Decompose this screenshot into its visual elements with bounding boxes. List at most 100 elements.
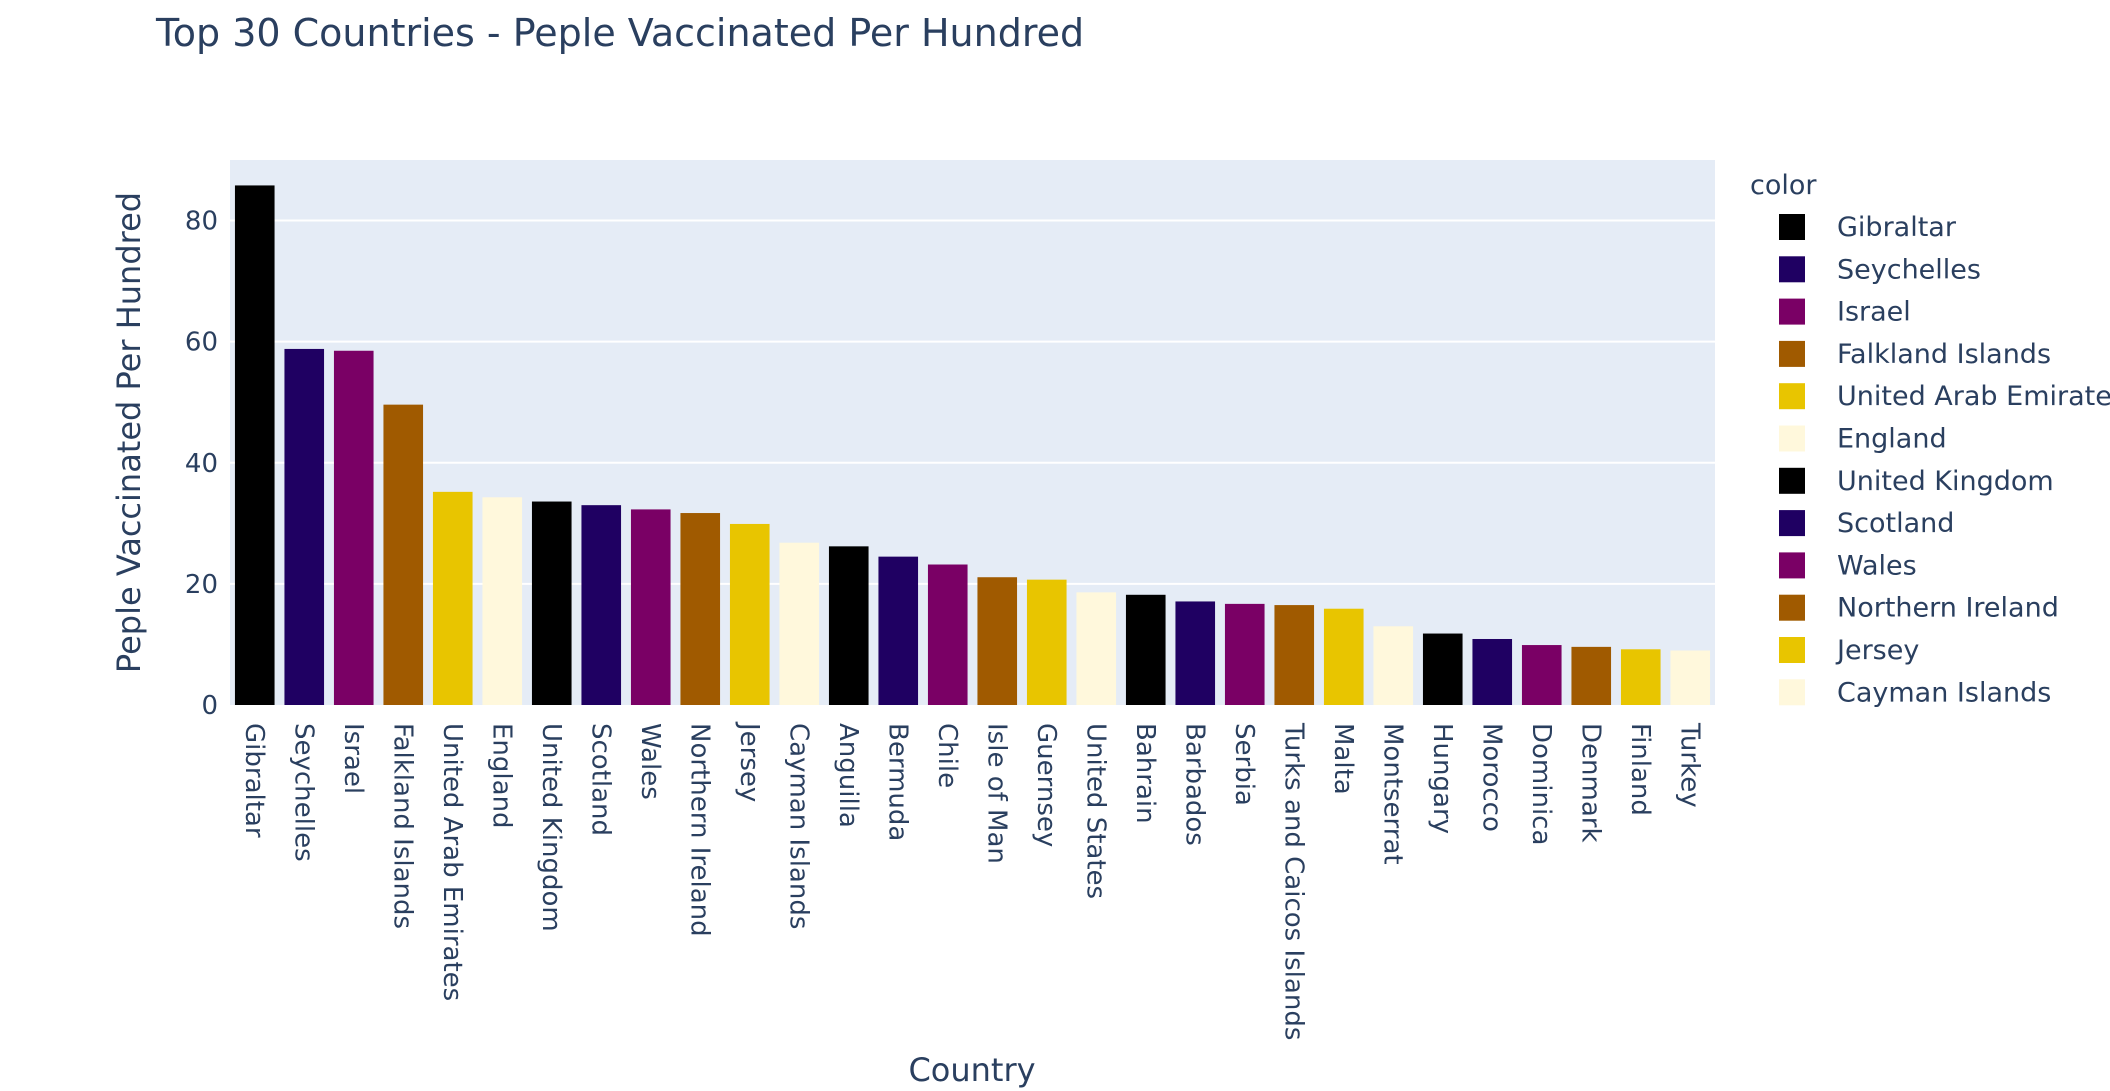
x-tick-label: Wales — [635, 723, 665, 800]
bar-guernsey[interactable] — [1026, 579, 1067, 705]
bar-scotland[interactable] — [581, 505, 622, 705]
legend-swatch[interactable] — [1779, 467, 1805, 494]
bar-gibraltar[interactable] — [234, 185, 275, 705]
y-tick-label: 60 — [185, 328, 218, 358]
x-tick-label: United States — [1080, 723, 1110, 899]
legend-swatch[interactable] — [1779, 552, 1805, 579]
x-tick-label: Guernsey — [1031, 723, 1061, 847]
legend-swatch[interactable] — [1779, 383, 1805, 410]
legend-label[interactable]: Israel — [1837, 297, 1911, 328]
legend-label[interactable]: Northern Ireland — [1837, 593, 2059, 624]
legend-label[interactable]: Scotland — [1837, 508, 1954, 539]
bar-israel[interactable] — [333, 350, 374, 705]
grid-lines — [230, 219, 1715, 585]
legend-label[interactable]: Gibraltar — [1837, 212, 1957, 243]
x-tick-label: Gibraltar — [239, 723, 269, 838]
bar-united-states[interactable] — [1076, 592, 1117, 705]
legend-swatch[interactable] — [1779, 340, 1805, 367]
bar-barbados[interactable] — [1175, 601, 1216, 705]
x-axis-ticks: Gibraltar Seychelles Israel Falkland Island… — [239, 721, 1705, 1040]
x-tick-label: Denmark — [1575, 723, 1605, 843]
x-tick-label: Turks and Caicos Islands — [1278, 722, 1308, 1040]
bar-malta[interactable] — [1323, 608, 1364, 705]
x-tick-label: Jersey — [734, 721, 764, 802]
x-tick-label: Serbia — [1229, 723, 1259, 806]
x-tick-label: Morocco — [1476, 723, 1506, 832]
legend-title: color — [1750, 170, 1817, 201]
bar-dominica[interactable] — [1521, 645, 1562, 705]
x-tick-label: Israel — [338, 723, 368, 794]
legend-swatch[interactable] — [1779, 510, 1805, 537]
bar-serbia[interactable] — [1224, 603, 1265, 705]
legend-swatch[interactable] — [1779, 679, 1805, 706]
legend-swatch[interactable] — [1779, 214, 1805, 240]
bar-jersey[interactable] — [729, 523, 770, 705]
x-tick-label: England — [486, 723, 516, 829]
bar-turks-and-caicos-islands[interactable] — [1274, 605, 1315, 705]
x-tick-label: Cayman Islands — [783, 723, 813, 929]
legend-swatch[interactable] — [1779, 425, 1805, 452]
bar-england[interactable] — [482, 497, 523, 705]
legend-swatch[interactable] — [1779, 256, 1805, 283]
legend-label[interactable]: Cayman Islands — [1837, 677, 2051, 708]
legend-label[interactable]: Falkland Islands — [1837, 339, 2051, 370]
bar-falkland-islands[interactable] — [383, 404, 424, 705]
legend-label[interactable]: Wales — [1837, 550, 1917, 581]
bar-anguilla[interactable] — [828, 546, 869, 705]
x-tick-label: Seychelles — [288, 723, 318, 862]
x-tick-label: Turkey — [1674, 722, 1704, 808]
bar-bahrain[interactable] — [1125, 594, 1166, 705]
x-tick-label: Finland — [1625, 723, 1655, 816]
bar-seychelles[interactable] — [284, 348, 325, 705]
legend-swatch[interactable] — [1779, 298, 1805, 325]
chart-title: Top 30 Countries - Peple Vaccinated Per … — [155, 11, 1084, 55]
legend-label[interactable]: England — [1837, 424, 1947, 455]
x-tick-label: Isle of Man — [981, 723, 1011, 864]
bar-morocco[interactable] — [1472, 638, 1513, 705]
legend-swatch[interactable] — [1779, 594, 1805, 621]
x-tick-label: Chile — [932, 723, 962, 788]
legend-swatch[interactable] — [1779, 637, 1805, 663]
bar-united-arab-emirates[interactable] — [432, 491, 473, 705]
plot-background — [230, 160, 1715, 705]
bar-cayman-islands[interactable] — [779, 542, 820, 705]
bars — [234, 185, 1711, 706]
bar-finland[interactable] — [1620, 649, 1661, 705]
legend-label[interactable]: Jersey — [1835, 635, 1919, 666]
x-tick-label: Bahrain — [1130, 723, 1160, 824]
x-tick-label: Malta — [1328, 723, 1358, 795]
bar-denmark[interactable] — [1571, 646, 1612, 705]
y-tick-label: 20 — [185, 570, 218, 600]
legend-label[interactable]: United Kingdom — [1837, 466, 2054, 497]
x-tick-label: Dominica — [1526, 723, 1556, 845]
x-tick-label: Scotland — [585, 723, 615, 836]
x-tick-label: Hungary — [1427, 723, 1457, 834]
x-tick-label: United Kingdom — [536, 723, 566, 932]
bar-turkey[interactable] — [1670, 650, 1711, 706]
bar-isle-of-man[interactable] — [977, 577, 1018, 705]
x-axis-title: Country — [908, 1051, 1035, 1089]
y-tick-label: 80 — [185, 207, 218, 237]
x-tick-label: Bermuda — [882, 723, 912, 841]
x-tick-label: Anguilla — [833, 723, 863, 828]
y-axis-title: Peple Vaccinated Per Hundred — [110, 192, 148, 673]
legend[interactable]: color Gibraltar Seychelles Israel Falkland … — [1750, 170, 2110, 708]
bar-hungary[interactable] — [1422, 633, 1463, 705]
y-tick-label: 0 — [201, 691, 218, 721]
x-tick-label: Falkland Islands — [387, 723, 417, 929]
y-tick-label: 40 — [185, 449, 218, 479]
x-tick-label: Barbados — [1179, 723, 1209, 846]
x-tick-label: United Arab Emirates — [437, 723, 467, 1001]
bar-northern-ireland[interactable] — [680, 513, 721, 705]
bar-wales[interactable] — [630, 509, 671, 705]
x-tick-label: Montserrat — [1377, 723, 1407, 865]
legend-label[interactable]: United Arab Emirates — [1837, 381, 2110, 412]
y-axis-ticks: 0 20 40 60 80 — [185, 207, 218, 721]
x-tick-label: Northern Ireland — [684, 723, 714, 937]
bar-chile[interactable] — [927, 564, 968, 705]
bar-montserrat[interactable] — [1373, 626, 1414, 705]
legend-label[interactable]: Seychelles — [1837, 254, 1981, 285]
bar-united-kingdom[interactable] — [531, 501, 572, 705]
bar-bermuda[interactable] — [878, 556, 919, 705]
